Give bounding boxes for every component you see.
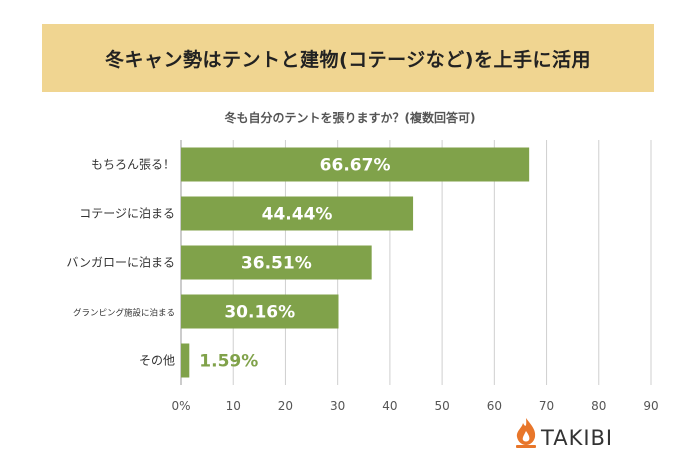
category-label: もちろん張る！ bbox=[91, 158, 175, 172]
x-tick-label: 40 bbox=[382, 399, 397, 413]
x-tick-label: 50 bbox=[434, 399, 449, 413]
chart-subtitle: 冬も自分のテントを張りますか？(複数回答可) bbox=[225, 110, 476, 125]
bar bbox=[181, 245, 372, 280]
x-tick-label: 10 bbox=[226, 399, 241, 413]
x-tick-label: 80 bbox=[591, 399, 606, 413]
x-tick-label: 20 bbox=[278, 399, 293, 413]
data-label: 44.44% bbox=[262, 205, 333, 225]
data-label: 66.67% bbox=[320, 156, 391, 176]
data-label: 1.59% bbox=[199, 352, 258, 372]
category-label: コテージに泊まる bbox=[79, 207, 175, 221]
bar bbox=[181, 343, 190, 378]
bars-group: 66.67% 44.44% 36.51% 30.16% 1.59% bbox=[181, 147, 530, 378]
data-label: 30.16% bbox=[224, 303, 295, 323]
category-label: その他 bbox=[139, 354, 175, 368]
bar bbox=[181, 294, 339, 329]
x-tick-label: 0% bbox=[171, 399, 190, 413]
takibi-logo: TAKIBI bbox=[516, 418, 613, 450]
category-label: バンガローに泊まる bbox=[66, 256, 175, 270]
x-axis-ticks: 0% 10 20 30 40 50 60 70 80 90 bbox=[171, 399, 658, 413]
x-tick-label: 30 bbox=[330, 399, 345, 413]
bar bbox=[181, 147, 530, 182]
x-tick-label: 70 bbox=[539, 399, 554, 413]
x-tick-label: 60 bbox=[487, 399, 502, 413]
banner-title: 冬キャン勢はテントと建物(コテージなど)を上手に活用 bbox=[105, 48, 591, 71]
bar bbox=[181, 196, 414, 231]
title-banner: 冬キャン勢はテントと建物(コテージなど)を上手に活用 bbox=[42, 24, 654, 92]
flame-icon bbox=[516, 418, 536, 448]
x-tick-label: 90 bbox=[643, 399, 658, 413]
category-label: グランピング施設に泊まる bbox=[73, 308, 175, 319]
data-label: 36.51% bbox=[241, 254, 312, 274]
logo-text: TAKIBI bbox=[540, 426, 613, 450]
